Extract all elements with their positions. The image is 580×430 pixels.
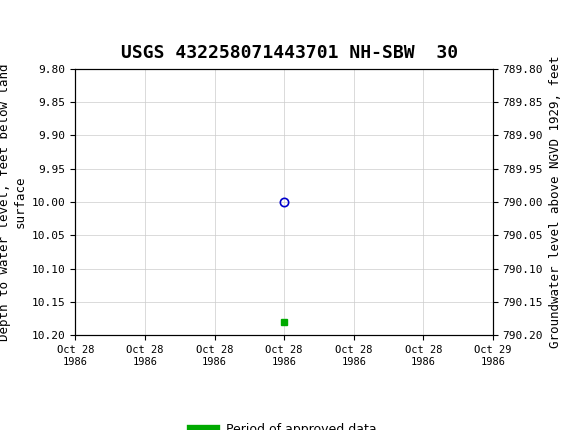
Y-axis label: Groundwater level above NGVD 1929, feet: Groundwater level above NGVD 1929, feet [549, 56, 562, 348]
Y-axis label: Depth to water level, feet below land
surface: Depth to water level, feet below land su… [0, 63, 26, 341]
Text: USGS 432258071443701 NH-SBW  30: USGS 432258071443701 NH-SBW 30 [121, 44, 459, 62]
Text: ≡USGS: ≡USGS [9, 16, 90, 36]
Legend: Period of approved data: Period of approved data [186, 418, 382, 430]
